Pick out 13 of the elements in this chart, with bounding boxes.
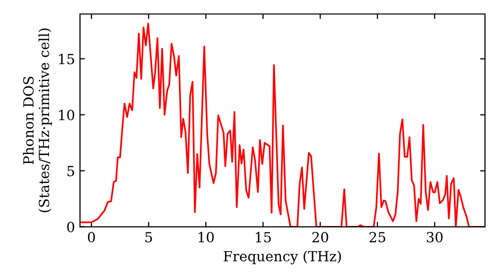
x-tick-label: 0 <box>88 232 95 242</box>
x-tick-label: 25 <box>370 232 386 242</box>
y-tick-label: 10 <box>59 110 74 120</box>
x-tick-label: 20 <box>312 232 328 242</box>
x-tick-label: 30 <box>426 232 443 242</box>
x-tick-label: 10 <box>198 232 214 242</box>
y-tick-label: 0 <box>67 222 74 232</box>
y-tick-label: 5 <box>67 166 74 176</box>
x-axis-title: Frequency (THz) <box>224 250 341 264</box>
x-tick-label: 15 <box>256 232 271 242</box>
y-axis-title: Phonon DOS (States/THz·primitive cell) <box>22 28 52 212</box>
y-tick-label: 15 <box>59 54 74 64</box>
x-tick-label: 5 <box>145 232 152 242</box>
